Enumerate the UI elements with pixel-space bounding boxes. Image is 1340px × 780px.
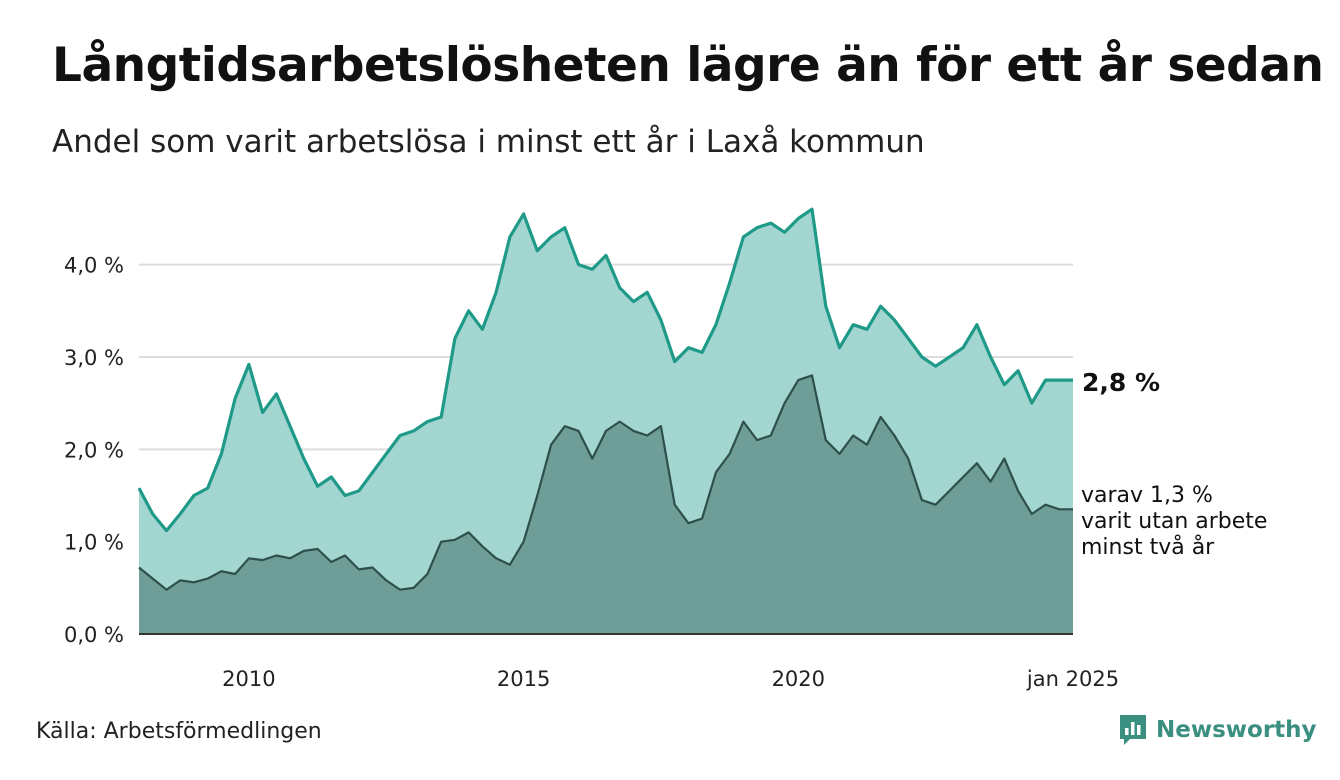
annotations: 2,8 % varav 1,3 % varit utan arbete mins… [1081, 368, 1267, 560]
x-tick-label-3: jan 2025 [1026, 667, 1119, 691]
source-note: Källa: Arbetsförmedlingen [36, 719, 322, 744]
latest-sub-line-3: minst två år [1081, 534, 1215, 560]
latest-total-label: 2,8 % [1082, 368, 1160, 397]
chart-title: Långtidsarbetslösheten lägre än för ett … [52, 38, 1324, 93]
y-tick-label-4: 4,0 % [64, 254, 124, 278]
x-tick-label-2: 2020 [772, 667, 825, 691]
newsworthy-logo[interactable]: Newsworthy [1118, 712, 1317, 748]
chart-areas [137, 207, 1073, 635]
y-tick-label-2: 2,0 % [64, 438, 124, 462]
x-axis: 2010 2015 2020 jan 2025 [222, 667, 1119, 691]
area-sub [139, 375, 1073, 634]
y-tick-label-1: 1,0 % [64, 531, 124, 555]
y-tick-label-3: 3,0 % [64, 346, 124, 370]
line-total [137, 207, 1073, 533]
x-tick-label-0: 2010 [222, 667, 275, 691]
latest-sub-line-1: varav 1,3 % [1081, 483, 1213, 508]
y-axis: 0,0 % 1,0 % 2,0 % 3,0 % 4,0 % [64, 254, 124, 647]
line-sub [138, 374, 1073, 591]
newsworthy-logo-icon [1120, 715, 1146, 745]
latest-sub-line-2: varit utan arbete [1081, 509, 1267, 534]
x-tick-label-1: 2015 [497, 667, 550, 691]
chart-subtitle: Andel som varit arbetslösa i minst ett å… [52, 124, 925, 160]
logo-text: Newsworthy [1156, 717, 1317, 743]
y-tick-label-0: 0,0 % [64, 623, 124, 647]
